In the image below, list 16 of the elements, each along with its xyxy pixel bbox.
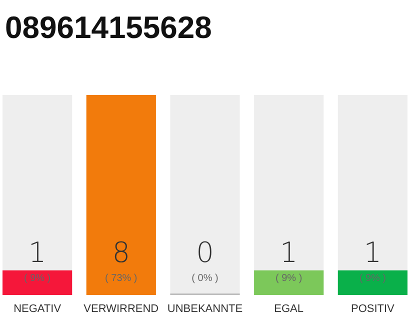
data-label: ( 0% ) (192, 273, 218, 284)
data-label: ( 9% ) (359, 273, 386, 284)
data-label: ( 9% ) (24, 273, 51, 284)
annotation: 1 (28, 236, 46, 269)
data-label: ( 73% ) (105, 273, 138, 284)
chart-title: 089614155628 (5, 10, 212, 45)
annotation: 1 (364, 236, 382, 269)
data-label: ( 9% ) (276, 273, 302, 284)
x-tick-label: NEGATIV (14, 303, 62, 315)
x-tick-label: EGAL (274, 303, 304, 315)
x-tick-label: VERWIRREND (84, 303, 159, 315)
x-tick-label: UNBEKANNTE (167, 303, 243, 315)
annotation: 8 (112, 236, 130, 269)
annotation: 0 (196, 236, 214, 269)
x-tick-label: POSITIV (350, 303, 396, 315)
annotation: 1 (280, 236, 298, 269)
